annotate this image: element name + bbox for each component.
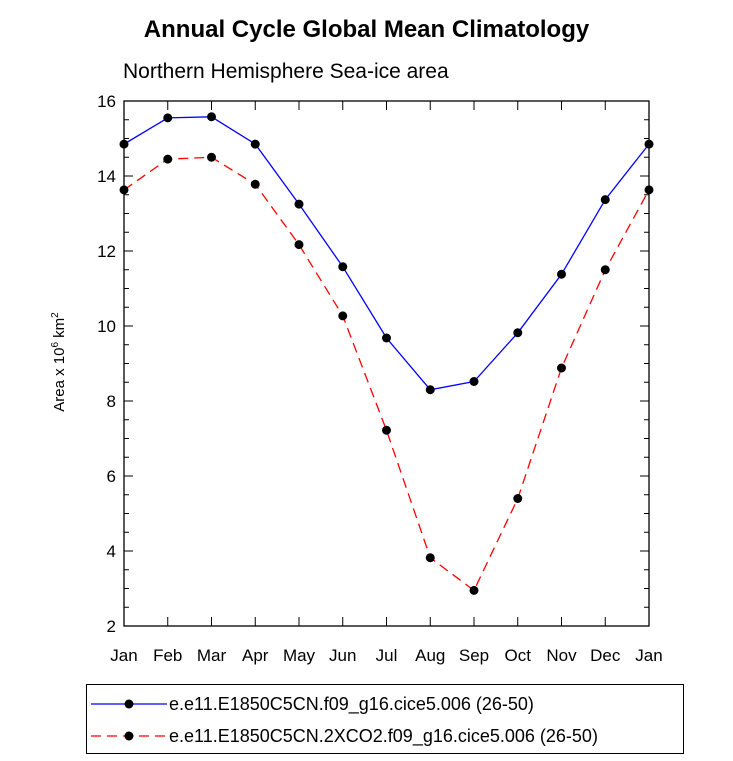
x-tick-label: Oct: [505, 646, 532, 665]
x-tick-label: Dec: [590, 646, 621, 665]
series-2-point: [250, 179, 260, 189]
series-2-point: [513, 494, 523, 503]
x-tick-label: Jun: [329, 646, 356, 665]
series-1-point: [425, 385, 435, 395]
y-tick-label: 12: [97, 242, 116, 261]
series-2-point: [557, 363, 566, 373]
chart-title: Annual Cycle Global Mean Climatology: [143, 16, 590, 43]
series-1-point: [382, 333, 391, 343]
y-tick-label: 8: [107, 392, 116, 411]
legend-swatch-series-1: [91, 699, 167, 709]
y-tick-label: 6: [107, 467, 116, 486]
y-tick-label: 10: [97, 317, 116, 336]
series-2-point: [382, 425, 391, 435]
x-tick-label: Nov: [546, 646, 577, 665]
series-1-point: [163, 113, 173, 123]
series-1-point: [600, 195, 610, 205]
x-tick-label: Aug: [415, 646, 445, 665]
x-tick-label: May: [283, 646, 316, 665]
legend-entry-series-2: e.e11.E1850C5CN.2XCO2.f09_g16.cice5.006 …: [87, 723, 685, 749]
series-1-point: [469, 377, 479, 386]
series-1-point: [513, 328, 523, 338]
series-1-point: [338, 262, 348, 272]
legend-label-series-2: e.e11.E1850C5CN.2XCO2.f09_g16.cice5.006 …: [169, 726, 598, 746]
series-2-point: [163, 154, 173, 164]
x-tick-label: Feb: [153, 646, 182, 665]
series-1-point: [250, 139, 260, 149]
x-tick-label: Mar: [197, 646, 227, 665]
legend: e.e11.E1850C5CN.f09_g16.cice5.006 (26-50…: [86, 684, 684, 754]
x-tick-label: Sep: [459, 646, 489, 665]
x-tick-label: Jan: [635, 646, 662, 665]
plot-frame: [123, 100, 650, 627]
series-2-point: [469, 585, 479, 595]
series-1-point: [294, 199, 304, 209]
legend-swatch-series-2: [91, 731, 167, 741]
y-tick-label: 14: [97, 167, 116, 186]
x-tick-label: Jan: [110, 646, 137, 665]
series-1-point: [557, 269, 566, 279]
series-2-point: [600, 265, 610, 275]
y-tick-label: 4: [107, 542, 116, 561]
plot-area: 2 4 6 8 10 12 14 16 Jan Feb Mar Apr May Jun Jul Aug Sep O…: [50, 92, 663, 665]
series-line-2: [123, 156, 650, 592]
y-tick-label: 16: [97, 92, 116, 111]
y-axis-label: Area x 106 km2: [50, 312, 68, 412]
series-2-point: [294, 240, 304, 250]
x-tick-label: Jul: [376, 646, 398, 665]
chart-subtitle: Northern Hemisphere Sea-ice area: [123, 60, 449, 83]
legend-entry-series-1: e.e11.E1850C5CN.f09_g16.cice5.006 (26-50…: [87, 691, 685, 717]
x-tick-label: Apr: [242, 646, 269, 665]
series-2-point: [425, 553, 435, 563]
legend-label-series-1: e.e11.E1850C5CN.f09_g16.cice5.006 (26-50…: [169, 694, 534, 714]
series-2-point: [338, 311, 348, 321]
series-2-point: [207, 152, 216, 162]
y-tick-label: 2: [107, 617, 116, 636]
series-1-point: [207, 112, 216, 122]
